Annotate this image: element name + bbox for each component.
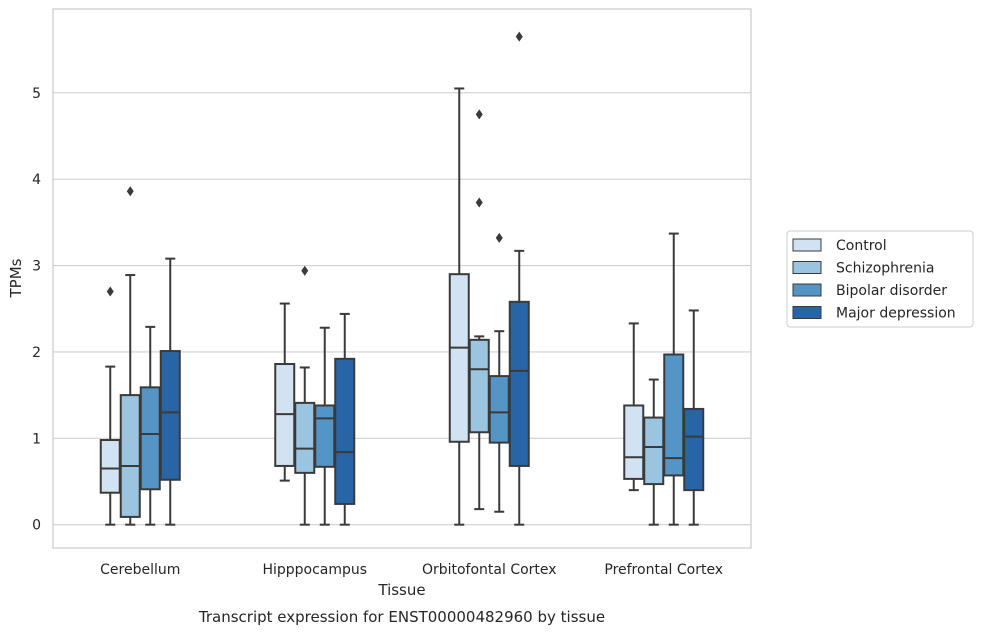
y-axis-ticks: 0 1 2 3 4 5 — [32, 86, 41, 534]
box — [139, 325, 161, 526]
y-tick-label: 0 — [32, 518, 41, 534]
legend-swatch — [792, 306, 822, 319]
box — [274, 302, 296, 482]
box — [683, 309, 705, 526]
box — [294, 265, 316, 526]
box-body — [468, 338, 490, 434]
legend-entry-label: Bipolar disorder — [836, 283, 947, 299]
x-tick-label: Prefrontal Cortex — [604, 562, 723, 578]
outlier-point — [495, 232, 503, 243]
box — [159, 257, 181, 526]
x-tick-label: Hipppocampus — [262, 562, 367, 578]
y-tick-label: 4 — [32, 172, 41, 188]
box-series — [99, 31, 705, 526]
box-body — [314, 404, 336, 468]
box-body — [643, 416, 665, 486]
outlier-point — [515, 31, 523, 42]
box-body — [448, 273, 470, 443]
box — [314, 326, 336, 526]
y-tick-label: 5 — [32, 86, 41, 102]
box — [488, 232, 510, 513]
box-body — [334, 357, 356, 505]
legend-entry-label: Major depression — [836, 306, 956, 322]
legend-entry-label: Control — [836, 238, 887, 254]
outlier-point — [475, 197, 483, 208]
y-axis-label: TPMs — [7, 258, 25, 298]
box — [508, 31, 530, 526]
plot-area-frame — [52, 8, 752, 549]
box-body — [159, 350, 181, 481]
box-body — [683, 407, 705, 492]
outlier-point — [126, 186, 134, 197]
box — [334, 312, 356, 526]
box-body — [119, 394, 141, 518]
box — [448, 87, 470, 526]
x-axis-label: Tissue — [377, 581, 425, 599]
legend-swatch — [792, 238, 822, 252]
outlier-point — [301, 265, 309, 276]
box-body — [139, 386, 161, 491]
box — [623, 322, 645, 492]
outlier-point — [106, 286, 114, 297]
legend-swatch — [792, 261, 822, 274]
x-axis-ticks: Cerebellum Hipppocampus Orbitofontal Corte… — [100, 562, 723, 578]
chart-caption: Transcript expression for ENST0000048296… — [198, 608, 605, 626]
box-body — [99, 439, 121, 494]
box — [663, 232, 685, 526]
box-body — [294, 401, 316, 474]
outlier-point — [475, 109, 483, 120]
legend: Control Schizophrenia Bipolar disorder Majo… — [786, 230, 974, 328]
legend-frame — [786, 230, 974, 328]
y-tick-label: 1 — [32, 431, 41, 447]
y-tick-label: 3 — [32, 259, 41, 275]
box — [99, 286, 121, 526]
legend-entry-label: Schizophrenia — [836, 261, 934, 277]
box-body — [623, 404, 645, 480]
box-body — [488, 375, 510, 444]
x-tick-label: Cerebellum — [100, 562, 180, 578]
legend-swatch — [792, 283, 822, 297]
box-body — [508, 300, 530, 467]
x-tick-label: Orbitofontal Cortex — [422, 562, 557, 578]
box — [643, 378, 665, 526]
box — [119, 186, 141, 526]
box — [468, 109, 490, 511]
y-tick-label: 2 — [32, 345, 41, 361]
